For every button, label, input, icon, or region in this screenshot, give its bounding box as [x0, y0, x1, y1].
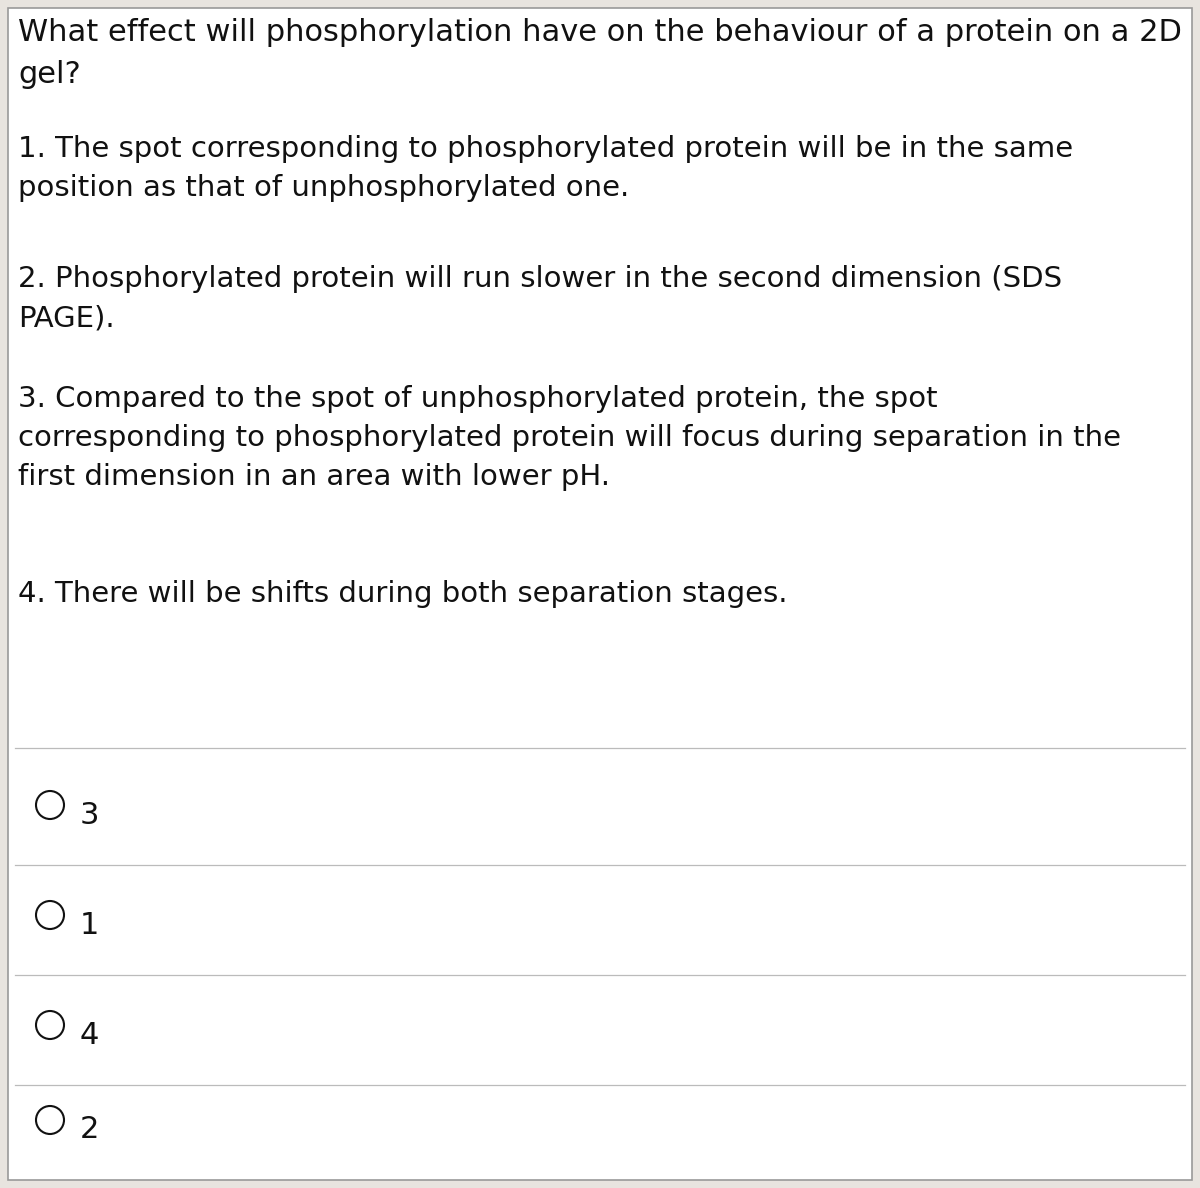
Text: 1. The spot corresponding to phosphorylated protein will be in the same
position: 1. The spot corresponding to phosphoryla…: [18, 135, 1073, 202]
Text: 2. Phosphorylated protein will run slower in the second dimension (SDS
PAGE).: 2. Phosphorylated protein will run slowe…: [18, 265, 1062, 331]
Text: 3: 3: [80, 801, 100, 829]
Text: 1: 1: [80, 910, 100, 940]
Circle shape: [36, 901, 64, 929]
Text: gel?: gel?: [18, 61, 80, 89]
Text: 2: 2: [80, 1116, 100, 1144]
Circle shape: [36, 1106, 64, 1135]
Circle shape: [36, 1011, 64, 1040]
Text: 4. There will be shifts during both separation stages.: 4. There will be shifts during both sepa…: [18, 580, 787, 608]
Text: 4: 4: [80, 1020, 100, 1049]
Text: 3. Compared to the spot of unphosphorylated protein, the spot
corresponding to p: 3. Compared to the spot of unphosphoryla…: [18, 385, 1121, 491]
Circle shape: [36, 791, 64, 819]
Text: What effect will phosphorylation have on the behaviour of a protein on a 2D: What effect will phosphorylation have on…: [18, 18, 1182, 48]
